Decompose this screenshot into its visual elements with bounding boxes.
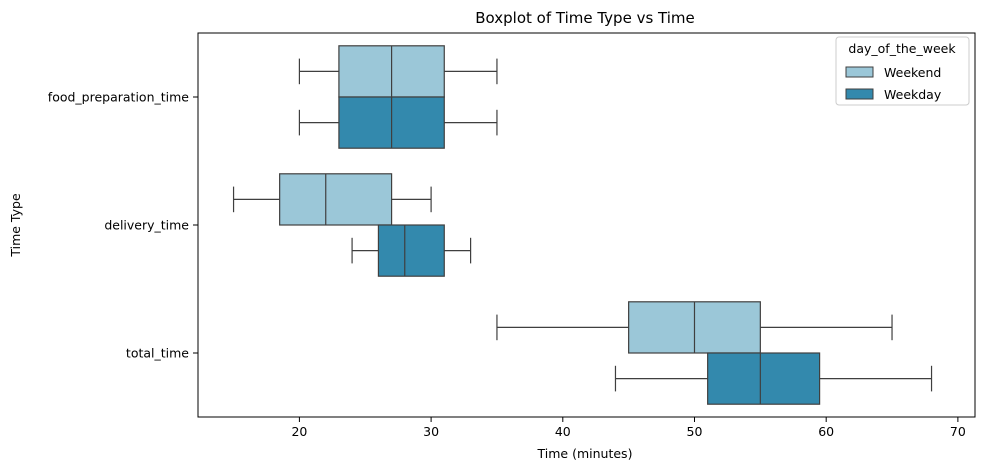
- box-weekday-delivery_time: [351, 224, 472, 277]
- iqr-box: [377, 224, 445, 277]
- plot-frame: [197, 32, 976, 418]
- plot-area: 20 30 40 50 60 70 food_preparation_timedeliver…: [48, 45, 966, 439]
- x-tick-label: 50: [687, 424, 703, 439]
- legend-swatch-weekend: [845, 66, 874, 78]
- box-weekend-food_preparation_time: [298, 45, 498, 98]
- legend-title: day_of_the_week: [848, 41, 956, 56]
- legend-swatch-weekday: [845, 88, 874, 100]
- legend-label-weekday: Weekday: [884, 87, 942, 102]
- legend: day_of_the_week Weekend Weekday: [835, 36, 970, 106]
- y-tick-label: delivery_time: [104, 218, 189, 233]
- iqr-box: [279, 173, 393, 226]
- y-tick-label: food_preparation_time: [48, 90, 190, 105]
- x-tick-label: 30: [423, 424, 439, 439]
- y-tick-label: total_time: [126, 346, 189, 361]
- iqr-box: [707, 352, 821, 405]
- x-tick-label: 60: [818, 424, 834, 439]
- legend-frame: [835, 36, 970, 106]
- legend-label-weekend: Weekend: [884, 65, 941, 80]
- x-axis-label: Time (minutes): [537, 446, 633, 461]
- x-tick-label: 20: [291, 424, 307, 439]
- box-weekend-total_time: [496, 301, 893, 354]
- y-axis-label: Time Type: [8, 193, 23, 258]
- chart-title: Boxplot of Time Type vs Time: [475, 9, 695, 27]
- x-tick-label: 40: [555, 424, 571, 439]
- x-tick-label: 70: [950, 424, 966, 439]
- box-weekday-food_preparation_time: [298, 96, 498, 149]
- box-weekday-total_time: [614, 352, 933, 405]
- box-weekend-delivery_time: [232, 173, 432, 226]
